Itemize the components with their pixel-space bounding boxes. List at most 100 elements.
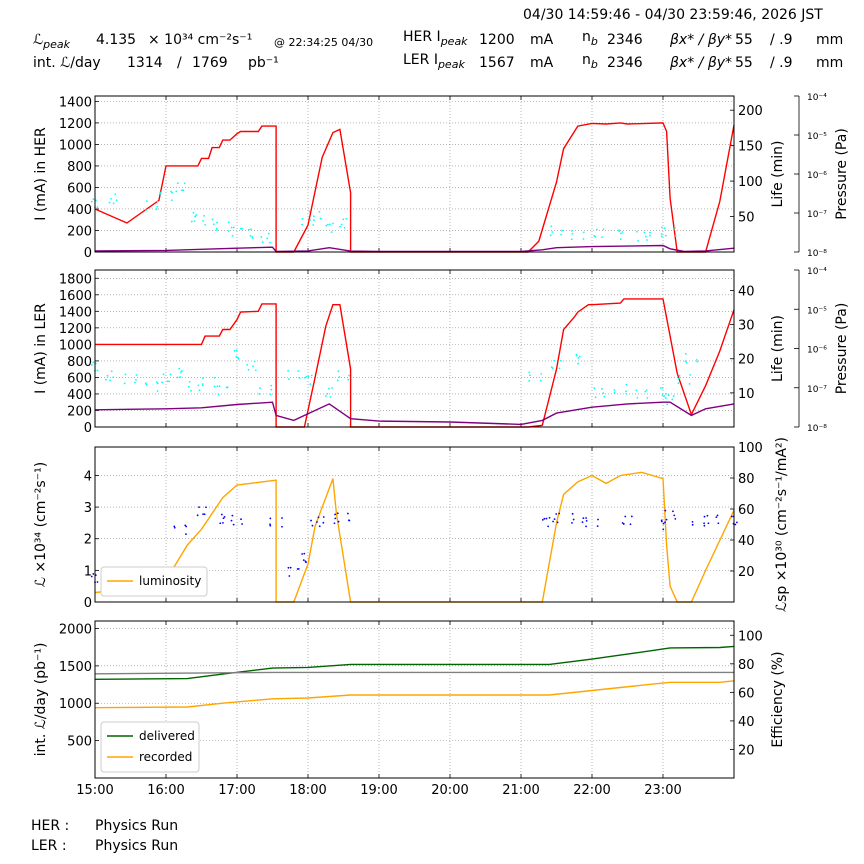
- life-point: [216, 229, 218, 231]
- intl-sep: /: [177, 55, 182, 71]
- life-point: [260, 236, 263, 238]
- specific-point: [90, 575, 93, 578]
- life-point: [660, 233, 663, 235]
- life-point: [593, 387, 596, 390]
- life-point: [169, 373, 172, 376]
- beta-her-x: 55: [735, 32, 753, 48]
- life-point: [304, 376, 306, 379]
- life-point: [664, 234, 667, 237]
- life-point: [571, 229, 573, 232]
- y-tick-label: 1200: [59, 117, 92, 132]
- life-point: [203, 214, 205, 217]
- life-point: [227, 221, 230, 224]
- life-point: [309, 383, 312, 386]
- life-point: [678, 374, 681, 377]
- life-point: [664, 392, 667, 395]
- life-point: [619, 238, 622, 241]
- y2-axis-label: Life (min): [770, 315, 786, 382]
- life-point: [168, 380, 171, 383]
- life-point: [106, 374, 109, 377]
- life-point: [551, 231, 554, 233]
- specific-point: [334, 513, 337, 516]
- life-point: [696, 360, 699, 363]
- life-point: [348, 374, 350, 377]
- life-point: [246, 363, 249, 366]
- ler-peak-sub: peak: [437, 57, 465, 71]
- life-point: [688, 383, 691, 385]
- life-point: [252, 365, 254, 368]
- nb-ler-sub: b: [590, 57, 598, 71]
- life-point: [339, 225, 341, 228]
- life-point: [674, 234, 677, 237]
- y2-tick-label: 100: [738, 441, 763, 456]
- life-point: [660, 226, 663, 229]
- specific-point: [322, 521, 325, 524]
- life-point: [582, 231, 585, 234]
- life-point: [171, 191, 173, 194]
- specific-point: [289, 566, 292, 569]
- specific-point: [703, 522, 705, 525]
- life-point: [625, 390, 627, 393]
- life-point: [192, 211, 195, 214]
- life-point: [135, 374, 138, 376]
- y-tick-label: 200: [67, 404, 92, 419]
- lpeak-symbol: ℒ: [33, 32, 44, 48]
- pressure-tick-label: 10⁻⁸: [807, 249, 827, 259]
- nb-her-value: 2346: [607, 32, 643, 48]
- specific-point: [185, 533, 187, 535]
- panel-frame: [94, 269, 735, 428]
- specific-point: [348, 519, 351, 522]
- life-point: [307, 375, 310, 378]
- specific-point: [571, 522, 573, 524]
- pressure-tick-label: 10⁻⁷: [807, 210, 827, 220]
- life-point: [672, 228, 675, 231]
- specific-point: [545, 517, 548, 520]
- specific-point: [585, 519, 588, 522]
- life-point: [664, 397, 667, 399]
- legend-label: luminosity: [139, 574, 201, 588]
- life-point: [201, 384, 204, 387]
- specific-point: [269, 524, 272, 527]
- legend-label: recorded: [139, 750, 192, 764]
- life-point: [92, 361, 95, 364]
- life-point: [613, 391, 616, 394]
- life-point: [559, 359, 562, 362]
- nb-ler-text: n: [582, 52, 591, 68]
- y-tick-label: 1400: [59, 95, 92, 110]
- life-point: [331, 387, 333, 389]
- intl-unit: pb⁻¹: [248, 55, 279, 71]
- specific-point: [92, 573, 95, 575]
- intl-recorded: 1769: [192, 55, 228, 71]
- specific-point: [597, 518, 599, 521]
- life-point: [108, 201, 111, 204]
- life-point: [577, 362, 580, 365]
- life-point: [347, 378, 350, 381]
- life-point: [258, 393, 261, 395]
- life-point: [593, 234, 596, 237]
- beta-ler-x: 55: [735, 55, 753, 71]
- specific-point: [196, 514, 199, 517]
- life-point: [247, 368, 250, 371]
- lpeak-unit: × 10³⁴ cm⁻²s⁻¹: [148, 32, 253, 48]
- life-point: [215, 227, 218, 230]
- current-line: [95, 298, 735, 428]
- specific-point: [660, 519, 663, 522]
- life-point: [663, 395, 666, 397]
- life-point: [201, 383, 204, 385]
- specific-point: [553, 518, 556, 521]
- specific-point: [556, 521, 559, 524]
- life-point: [176, 376, 179, 379]
- life-point: [329, 223, 331, 226]
- life-point: [308, 210, 311, 213]
- life-point: [90, 200, 93, 203]
- life-point: [269, 393, 272, 396]
- life-point: [241, 227, 243, 230]
- her-peak-text: HER I: [403, 29, 441, 45]
- life-point: [182, 189, 185, 192]
- life-point: [254, 369, 257, 372]
- ler-peak-value: 1567: [479, 55, 515, 71]
- specific-point: [664, 521, 666, 524]
- y2-tick-label: 60: [738, 503, 755, 518]
- life-point: [161, 381, 164, 384]
- footer-ler-status: Physics Run: [95, 838, 179, 854]
